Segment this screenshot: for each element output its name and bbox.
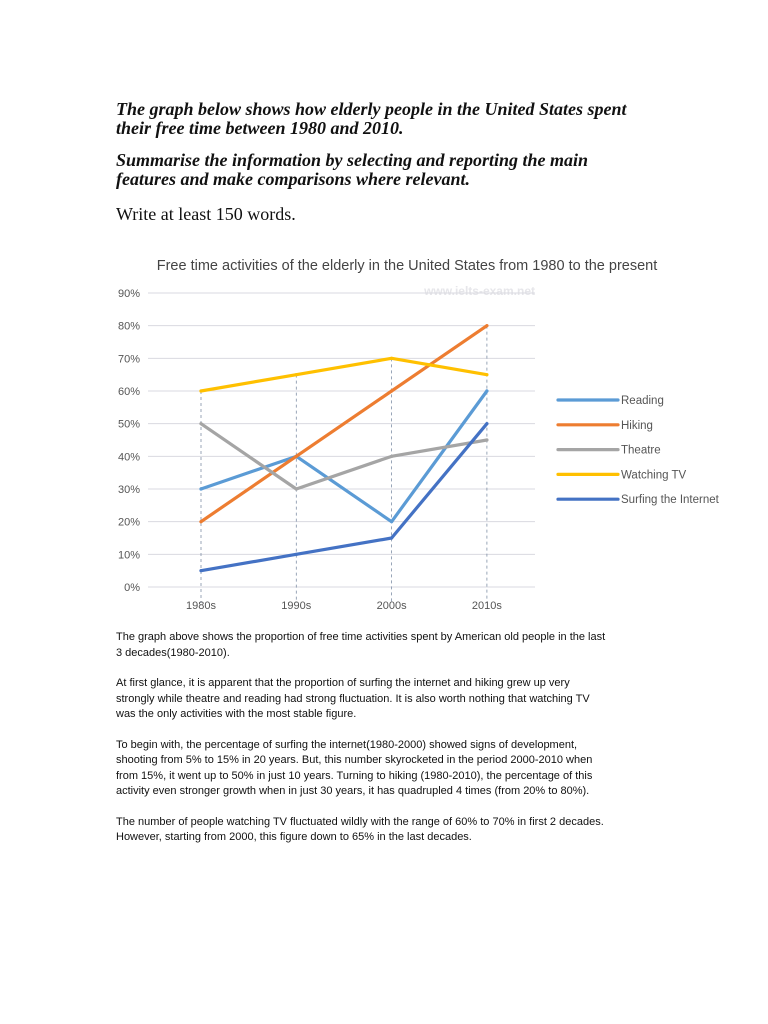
series-line-reading (199, 389, 489, 524)
legend-label: Watching TV (621, 469, 687, 481)
data-point (485, 389, 489, 393)
y-tick-label: 30% (118, 484, 140, 496)
x-tick-label: 1990s (281, 600, 311, 612)
y-tick-label: 60% (118, 386, 140, 398)
x-tick-label: 2010s (472, 600, 502, 612)
data-point (294, 373, 298, 377)
essay: The graph above shows the proportion of … (116, 630, 656, 861)
data-point (294, 454, 298, 458)
data-point (390, 454, 394, 458)
x-tick-label: 2000s (377, 600, 407, 612)
essay-paragraph: At first glance, it is apparent that the… (116, 677, 590, 720)
essay-paragraph: To begin with, the percentage of surfing… (116, 738, 593, 798)
data-point (199, 422, 203, 426)
essay-paragraph: The number of people watching TV fluctua… (116, 815, 604, 844)
y-tick-label: 90% (118, 288, 140, 300)
line-chart: Free time activities of the elderly in t… (118, 258, 720, 612)
data-point (199, 520, 203, 524)
word-count-instruction: Write at least 150 words. (116, 204, 296, 224)
series-line-hiking (199, 324, 489, 524)
data-point (485, 438, 489, 442)
data-point (390, 520, 394, 524)
task-instructions: Summarise the information by selecting a… (116, 150, 589, 189)
data-point (485, 373, 489, 377)
data-point (390, 536, 394, 540)
legend-label: Surfing the Internet (621, 494, 720, 506)
legend-label: Reading (621, 395, 664, 407)
y-tick-label: 40% (118, 451, 140, 463)
data-point (294, 487, 298, 491)
data-point (199, 389, 203, 393)
y-tick-label: 70% (118, 353, 140, 365)
series-line-theatre (199, 422, 489, 491)
data-point (199, 569, 203, 573)
watermark: www.ielts-exam.net (423, 284, 535, 298)
data-point (199, 487, 203, 491)
data-point (294, 552, 298, 556)
y-tick-label: 50% (118, 419, 140, 431)
y-tick-label: 0% (124, 582, 140, 594)
y-tick-label: 80% (118, 321, 140, 333)
legend-label: Theatre (621, 445, 661, 457)
legend-label: Hiking (621, 420, 653, 432)
data-point (390, 389, 394, 393)
data-point (485, 422, 489, 426)
x-tick-label: 1980s (186, 600, 216, 612)
data-point (485, 324, 489, 328)
data-point (390, 356, 394, 360)
task-prompt: The graph below shows how elderly people… (116, 99, 627, 138)
chart-title: Free time activities of the elderly in t… (157, 258, 658, 274)
series-line-watching-tv (199, 356, 489, 393)
essay-paragraph: The graph above shows the proportion of … (116, 631, 606, 659)
series-line-surfing-the-internet (199, 422, 489, 573)
y-tick-label: 10% (118, 549, 140, 561)
y-tick-label: 20% (118, 517, 140, 529)
